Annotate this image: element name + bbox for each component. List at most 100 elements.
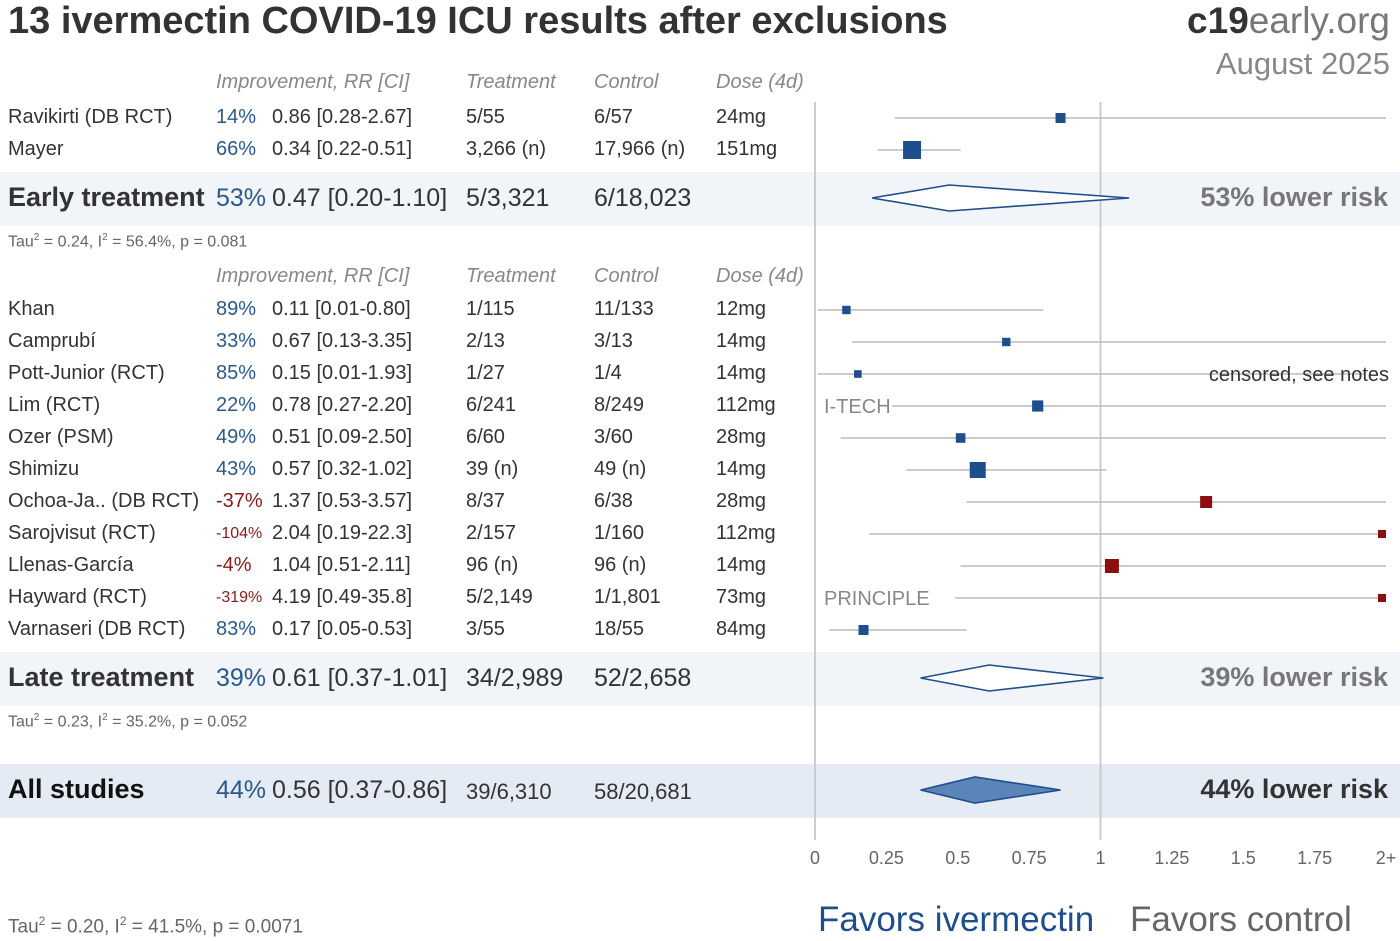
study-name[interactable]: Khan	[8, 298, 55, 320]
x-tick-label: 2+	[1376, 848, 1397, 868]
x-tick-label: 1.75	[1297, 848, 1332, 868]
study-improvement: 14%	[216, 106, 257, 128]
all-group-label: All studies	[8, 774, 145, 804]
early-group-risk: 53% lower risk	[1200, 182, 1388, 212]
study-control: 49 (n)	[594, 458, 647, 480]
study-improvement: -37%	[216, 490, 263, 512]
effect-marker	[1378, 594, 1386, 602]
effect-marker	[854, 370, 862, 378]
col-header-control: Control	[594, 265, 659, 287]
study-control: 3/13	[594, 330, 633, 352]
study-name[interactable]: Varnaseri (DB RCT)	[8, 618, 186, 640]
study-rr: 4.19 [0.49-35.8]	[272, 586, 413, 608]
study-name[interactable]: Llenas-García	[8, 554, 134, 576]
early-summary-band	[0, 172, 1400, 226]
study-name[interactable]: Camprubí	[8, 330, 96, 352]
study-rr: 0.67 [0.13-3.35]	[272, 330, 413, 352]
late-group-treatment: 34/2,989	[466, 664, 564, 692]
col-header-improvement: Improvement, RR [CI]	[216, 265, 410, 287]
late-group-risk: 39% lower risk	[1200, 662, 1388, 692]
x-tick-label: 0.75	[1012, 848, 1047, 868]
study-improvement: -4%	[216, 554, 252, 576]
study-name[interactable]: Lim (RCT)	[8, 394, 101, 416]
study-name[interactable]: Ravikirti (DB RCT)	[8, 106, 173, 128]
study-improvement: 85%	[216, 362, 257, 384]
late-group-rr: 0.61 [0.37-1.01]	[272, 664, 448, 692]
late-group-improvement: 39%	[216, 664, 267, 692]
effect-marker	[1104, 559, 1119, 573]
effect-marker	[842, 305, 851, 315]
late-group-control: 52/2,658	[594, 664, 692, 692]
report-date: August 2025	[1215, 46, 1390, 81]
all-summary-diamond	[920, 776, 1061, 804]
study-treatment: 8/37	[466, 490, 505, 512]
study-treatment: 1/115	[466, 298, 515, 320]
study-control: 6/38	[594, 490, 633, 512]
study-dose: 24mg	[716, 106, 767, 128]
x-tick-label: 0	[810, 848, 820, 868]
study-control: 6/57	[594, 106, 633, 128]
late-group-stats: Tau2 = 0.23, I2 = 35.2%, p = 0.052	[8, 712, 248, 731]
study-dose: 14mg	[716, 330, 767, 352]
col-header-treatment: Treatment	[466, 265, 556, 287]
study-improvement: 89%	[216, 298, 257, 320]
study-name[interactable]: Mayer	[8, 138, 64, 160]
study-dose: 14mg	[716, 554, 767, 576]
study-name[interactable]: Shimizu	[8, 458, 80, 480]
study-name[interactable]: Pott-Junior (RCT)	[8, 362, 165, 384]
study-treatment: 2/13	[466, 330, 505, 352]
x-tick-label: 1.25	[1154, 848, 1189, 868]
study-control: 11/133	[594, 298, 654, 320]
study-treatment: 2/157	[466, 522, 517, 544]
study-improvement: -319%	[216, 589, 263, 606]
study-improvement: 22%	[216, 394, 257, 416]
effect-marker	[1032, 400, 1044, 412]
site-logo-light: early	[1248, 0, 1327, 41]
study-treatment: 3,266 (n)	[466, 138, 547, 160]
study-rr: 1.37 [0.53-3.57]	[272, 490, 413, 512]
study-dose: 14mg	[716, 362, 767, 384]
study-treatment: 5/55	[466, 106, 505, 128]
early-group-treatment: 5/3,321	[466, 184, 550, 212]
study-name[interactable]: Ochoa-Ja.. (DB RCT)	[8, 490, 200, 512]
effect-marker	[969, 462, 986, 478]
col-header-dose: Dose (4d)	[716, 71, 804, 93]
col-header-control: Control	[594, 71, 659, 93]
x-tick-label: 1.5	[1231, 848, 1256, 868]
early-group-stats: Tau2 = 0.24, I2 = 56.4%, p = 0.081	[8, 232, 248, 251]
col-header-dose: Dose (4d)	[716, 265, 804, 287]
study-improvement: -104%	[216, 525, 263, 542]
effect-marker	[1200, 496, 1213, 508]
study-treatment: 39 (n)	[466, 458, 519, 480]
effect-marker	[858, 625, 869, 635]
study-control: 18/55	[594, 618, 645, 640]
all-group-improvement: 44%	[216, 776, 267, 804]
early-group-label: Early treatment	[8, 182, 205, 212]
study-control: 8/249	[594, 394, 645, 416]
study-rr: 0.86 [0.28-2.67]	[272, 106, 413, 128]
study-treatment: 6/60	[466, 426, 505, 448]
study-improvement: 83%	[216, 618, 257, 640]
study-dose: 28mg	[716, 426, 767, 448]
study-dose: 28mg	[716, 490, 767, 512]
col-header-treatment: Treatment	[466, 71, 556, 93]
study-dose: 14mg	[716, 458, 767, 480]
all-summary-band	[0, 764, 1400, 818]
study-name[interactable]: Sarojvisut (RCT)	[8, 522, 156, 544]
study-name[interactable]: Hayward (RCT)	[8, 586, 147, 608]
chart-title: 13 ivermectin COVID-19 ICU results after…	[8, 0, 948, 42]
site-logo[interactable]: c19early.org	[1187, 0, 1390, 42]
favors-ivermectin-label: Favors ivermectin	[818, 900, 1095, 939]
effect-marker	[955, 433, 966, 443]
study-rr: 0.15 [0.01-1.93]	[272, 362, 413, 384]
study-control: 96 (n)	[594, 554, 647, 576]
study-dose: 12mg	[716, 298, 767, 320]
site-logo-bold: c19	[1187, 0, 1249, 41]
x-tick-label: 0.25	[869, 848, 904, 868]
late-summary-diamond	[920, 664, 1104, 692]
early-group-improvement: 53%	[216, 184, 267, 212]
study-name[interactable]: Ozer (PSM)	[8, 426, 114, 448]
study-rr: 0.34 [0.22-0.51]	[272, 138, 413, 160]
study-dose: 84mg	[716, 618, 767, 640]
